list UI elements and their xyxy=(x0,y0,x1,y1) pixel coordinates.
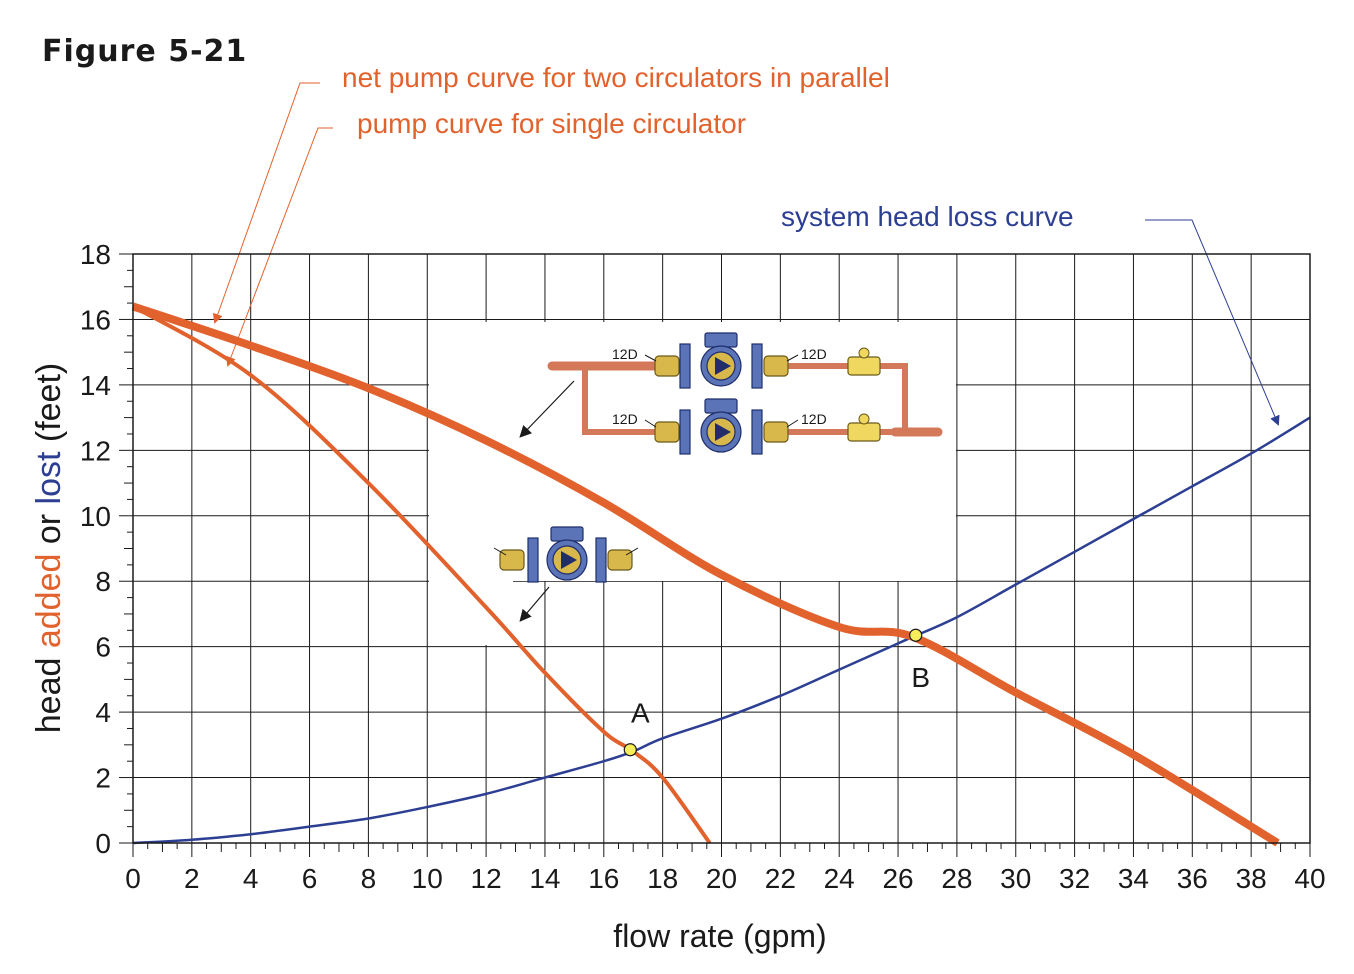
y-tick-label: 4 xyxy=(95,697,111,728)
x-tick-label: 30 xyxy=(1000,863,1031,894)
x-tick-label: 26 xyxy=(882,863,913,894)
operating-point-b xyxy=(909,628,923,642)
parallel-return-pipe xyxy=(780,363,908,435)
x-tick-label: 6 xyxy=(302,863,318,894)
figure-label: Figure 5-21 xyxy=(42,34,248,69)
parallel-circulators-diagram: 12D 12D 12D 12D xyxy=(519,332,943,455)
x-tick-label: 14 xyxy=(529,863,560,894)
y-label-part-feet: (feet) xyxy=(30,363,68,452)
y-tick-label: 16 xyxy=(80,304,111,335)
x-tick-label: 4 xyxy=(243,863,259,894)
single-pump-box xyxy=(550,526,584,542)
upper-circulator-assembly xyxy=(654,332,881,389)
single-isolation-valve-right xyxy=(607,549,633,571)
x-tick-label: 16 xyxy=(588,863,619,894)
y-tick-label: 8 xyxy=(95,566,111,597)
operating-point-a xyxy=(623,743,637,757)
y-label-part-lost: lost xyxy=(30,451,68,504)
x-tick-label: 2 xyxy=(184,863,200,894)
y-tick-label: 14 xyxy=(80,370,111,401)
x-axis-label: flow rate (gpm) xyxy=(613,918,826,954)
valve-leader-lr xyxy=(786,419,799,428)
y-tick-label: 0 xyxy=(95,828,111,859)
system-curve-leader xyxy=(1145,219,1280,426)
lower-circulator-assembly xyxy=(654,398,881,455)
parallel-curve-label: net pump curve for two circulators in pa… xyxy=(342,62,890,93)
x-tick-label: 40 xyxy=(1294,863,1325,894)
x-tick-label: 24 xyxy=(824,863,855,894)
y-tick-label: 6 xyxy=(95,632,111,663)
x-tick-label: 34 xyxy=(1118,863,1149,894)
valve-label-upper-left: 12D xyxy=(612,346,638,362)
lower-check-valve-cap xyxy=(858,413,870,425)
x-tick-label: 28 xyxy=(941,863,972,894)
parallel-curve-leader xyxy=(212,82,320,324)
upper-isolation-valve-right xyxy=(763,355,789,377)
series-line-net-pump-curve-for-two-circulators-in-parallel xyxy=(131,302,1280,847)
y-tick-label: 2 xyxy=(95,763,111,794)
single-isolation-valve-left xyxy=(499,549,525,571)
single-curve-label: pump curve for single circulator xyxy=(357,108,747,139)
valve-label-lower-left: 12D xyxy=(612,411,638,427)
lower-flange-left xyxy=(679,409,691,455)
operating-point-label-a: A xyxy=(631,698,650,729)
lower-isolation-valve-left xyxy=(654,421,680,443)
x-tick-label: 38 xyxy=(1236,863,1267,894)
lower-flange-right xyxy=(751,409,763,455)
y-tick-label: 18 xyxy=(80,239,111,270)
single-flange-left xyxy=(527,537,539,583)
single-valve-leader-left xyxy=(493,547,507,556)
single-circulator-diagram xyxy=(493,526,639,622)
parallel-diagram-pointer xyxy=(519,380,575,438)
valve-label-upper-right: 12D xyxy=(801,346,827,362)
single-valve-leader-right xyxy=(625,547,639,556)
x-tick-label: 22 xyxy=(765,863,796,894)
upper-flange-right xyxy=(751,343,763,389)
single-flange-right xyxy=(595,537,607,583)
valve-leader-ll xyxy=(644,419,657,428)
upper-pump-box xyxy=(704,332,738,348)
x-tick-label: 20 xyxy=(706,863,737,894)
x-tick-label: 12 xyxy=(471,863,502,894)
lower-pump-box xyxy=(704,398,738,414)
x-tick-label: 36 xyxy=(1177,863,1208,894)
lower-isolation-valve-right xyxy=(763,421,789,443)
system-curve-label: system head loss curve xyxy=(781,201,1074,232)
lower-check-valve xyxy=(847,422,881,442)
x-tick-label: 8 xyxy=(361,863,377,894)
y-tick-label: 10 xyxy=(80,501,111,532)
x-tick-label: 0 xyxy=(125,863,141,894)
series-line-pump-curve-for-single-circulator xyxy=(131,304,712,845)
upper-pump-play-icon xyxy=(715,357,731,375)
x-tick-label: 18 xyxy=(647,863,678,894)
y-label-part-or: or xyxy=(30,504,68,553)
single-curve-leader xyxy=(226,127,333,367)
valve-leader-ul xyxy=(644,354,657,362)
y-label-part-added: added xyxy=(30,554,68,649)
y-tick-label: 12 xyxy=(80,435,111,466)
upper-isolation-valve-left xyxy=(654,355,680,377)
x-tick-label: 10 xyxy=(412,863,443,894)
operating-point-label-b: B xyxy=(911,662,930,693)
plot-frame xyxy=(132,253,1311,844)
y-axis-label: head added or lost (feet) xyxy=(30,363,68,734)
valve-label-lower-right: 12D xyxy=(801,411,827,427)
upper-flange-left xyxy=(679,343,691,389)
lower-pump-play-icon xyxy=(715,423,731,441)
valve-leader-ur xyxy=(786,354,799,362)
upper-check-valve xyxy=(847,356,881,376)
single-pump-play-icon xyxy=(561,551,577,569)
single-diagram-pointer xyxy=(519,586,550,622)
upper-check-valve-cap xyxy=(858,347,870,359)
y-label-part-head: head xyxy=(30,648,68,733)
series-line-system-head-loss-curve xyxy=(132,416,1311,845)
x-tick-label: 32 xyxy=(1059,863,1090,894)
